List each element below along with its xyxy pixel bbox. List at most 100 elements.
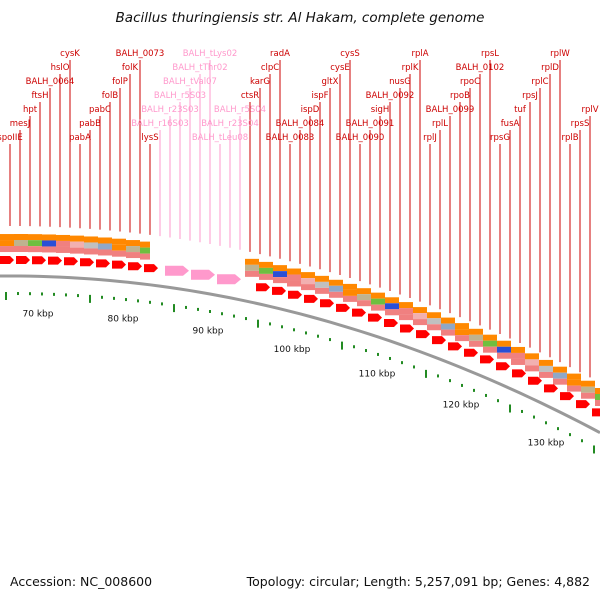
rna-gene-arrow xyxy=(191,269,215,280)
feature-band xyxy=(112,244,126,251)
feature-band xyxy=(14,234,28,241)
gene-label: BALH_r16S03 xyxy=(131,119,189,129)
gene-label: rplJ xyxy=(423,133,437,143)
feature-band xyxy=(315,287,329,294)
feature-band xyxy=(371,304,385,311)
feature-band xyxy=(287,280,301,287)
gene-label: ctsR xyxy=(241,91,259,101)
feature-band xyxy=(357,294,371,301)
gene-label: rplD xyxy=(541,63,559,73)
gene-label: BALH_r5S03 xyxy=(154,91,206,101)
rna-gene-arrow xyxy=(217,274,241,285)
feature-band xyxy=(70,235,84,242)
gene-arrow xyxy=(320,299,334,308)
feature-band xyxy=(245,258,259,265)
gene-arrow xyxy=(528,376,542,385)
feature-band xyxy=(329,279,343,286)
gene-label: BALH_0102 xyxy=(456,63,505,73)
gene-arrow xyxy=(272,286,286,295)
gene-label: BALH_r23S03 xyxy=(141,105,199,115)
feature-band xyxy=(385,297,399,304)
feature-band xyxy=(483,346,497,353)
gene-label: rpsS xyxy=(571,119,590,129)
feature-band xyxy=(357,288,371,295)
gene-arrow xyxy=(384,318,398,327)
genome-backbone xyxy=(0,274,600,434)
feature-band xyxy=(245,264,259,271)
gene-label: ispD xyxy=(301,105,320,115)
feature-band xyxy=(98,249,112,256)
feature-band xyxy=(427,324,441,331)
gene-arrow xyxy=(256,283,270,292)
feature-band xyxy=(315,281,329,288)
accession-text: Accession: NC_008600 xyxy=(10,574,153,589)
feature-band xyxy=(427,318,441,325)
gene-arrow xyxy=(496,362,510,371)
feature-band xyxy=(42,234,56,241)
gene-label: rplB xyxy=(561,133,578,143)
gene-label: rpsJ xyxy=(522,91,538,101)
feature-band xyxy=(245,270,259,277)
gene-label: folP xyxy=(112,77,128,87)
scale-label: 130 kbp xyxy=(528,438,565,448)
feature-band xyxy=(343,283,357,290)
feature-band xyxy=(539,359,553,366)
gene-label: BALH_0099 xyxy=(426,105,475,115)
gene-label: BALH_0090 xyxy=(336,133,385,143)
feature-band xyxy=(126,252,140,259)
feature-band xyxy=(469,328,483,335)
feature-band xyxy=(140,247,150,254)
feature-band xyxy=(567,385,581,392)
gene-label: lysS xyxy=(141,133,158,143)
gene-arrow xyxy=(464,348,478,357)
gene-label: ftsH xyxy=(32,91,49,101)
label-leader-lines xyxy=(9,60,591,378)
feature-band xyxy=(399,314,413,321)
feature-band xyxy=(399,308,413,315)
feature-band xyxy=(413,319,427,326)
feature-band xyxy=(455,335,469,342)
gene-label: BALH_0091 xyxy=(346,119,395,129)
feature-band xyxy=(84,236,98,243)
feature-band xyxy=(441,329,455,336)
gene-label: mesJ xyxy=(10,119,30,129)
feature-band xyxy=(385,303,399,310)
gene-arrow xyxy=(16,256,30,265)
gene-label: cysK xyxy=(60,49,80,59)
gene-label: BALH_0084 xyxy=(276,119,325,129)
feature-band xyxy=(287,268,301,275)
feature-band xyxy=(70,241,84,248)
gene-label: hslO xyxy=(51,63,70,73)
feature-band xyxy=(441,317,455,324)
feature-band xyxy=(98,243,112,250)
feature-band xyxy=(441,323,455,330)
gene-label: folB xyxy=(102,91,119,101)
feature-band xyxy=(595,400,600,407)
feature-band xyxy=(70,247,84,254)
scale-label: 90 kbp xyxy=(193,327,224,337)
gene-label: BALH_r5S04 xyxy=(214,105,266,115)
feature-band xyxy=(28,246,42,253)
scale-label: 100 kbp xyxy=(274,345,311,355)
feature-band xyxy=(14,246,28,253)
feature-band xyxy=(553,378,567,385)
feature-band xyxy=(329,291,343,298)
gene-label: BALH_0083 xyxy=(266,133,315,143)
gene-arrow xyxy=(144,264,158,273)
gene-arrow xyxy=(352,308,366,317)
gene-label: BALH_0073 xyxy=(116,49,165,59)
feature-band xyxy=(427,312,441,319)
gene-label: clpC xyxy=(261,63,279,73)
feature-band xyxy=(469,340,483,347)
gene-label: rpoB xyxy=(450,91,470,101)
gene-label: rplC xyxy=(531,77,548,87)
feature-band xyxy=(497,352,511,359)
gene-label: fusA xyxy=(501,119,520,129)
gene-arrow xyxy=(592,408,600,417)
feature-band xyxy=(497,340,511,347)
gene-arrow xyxy=(304,294,318,303)
gene-label: folK xyxy=(122,63,139,73)
feature-band xyxy=(581,380,595,387)
feature-bands xyxy=(0,234,600,407)
feature-band xyxy=(413,313,427,320)
